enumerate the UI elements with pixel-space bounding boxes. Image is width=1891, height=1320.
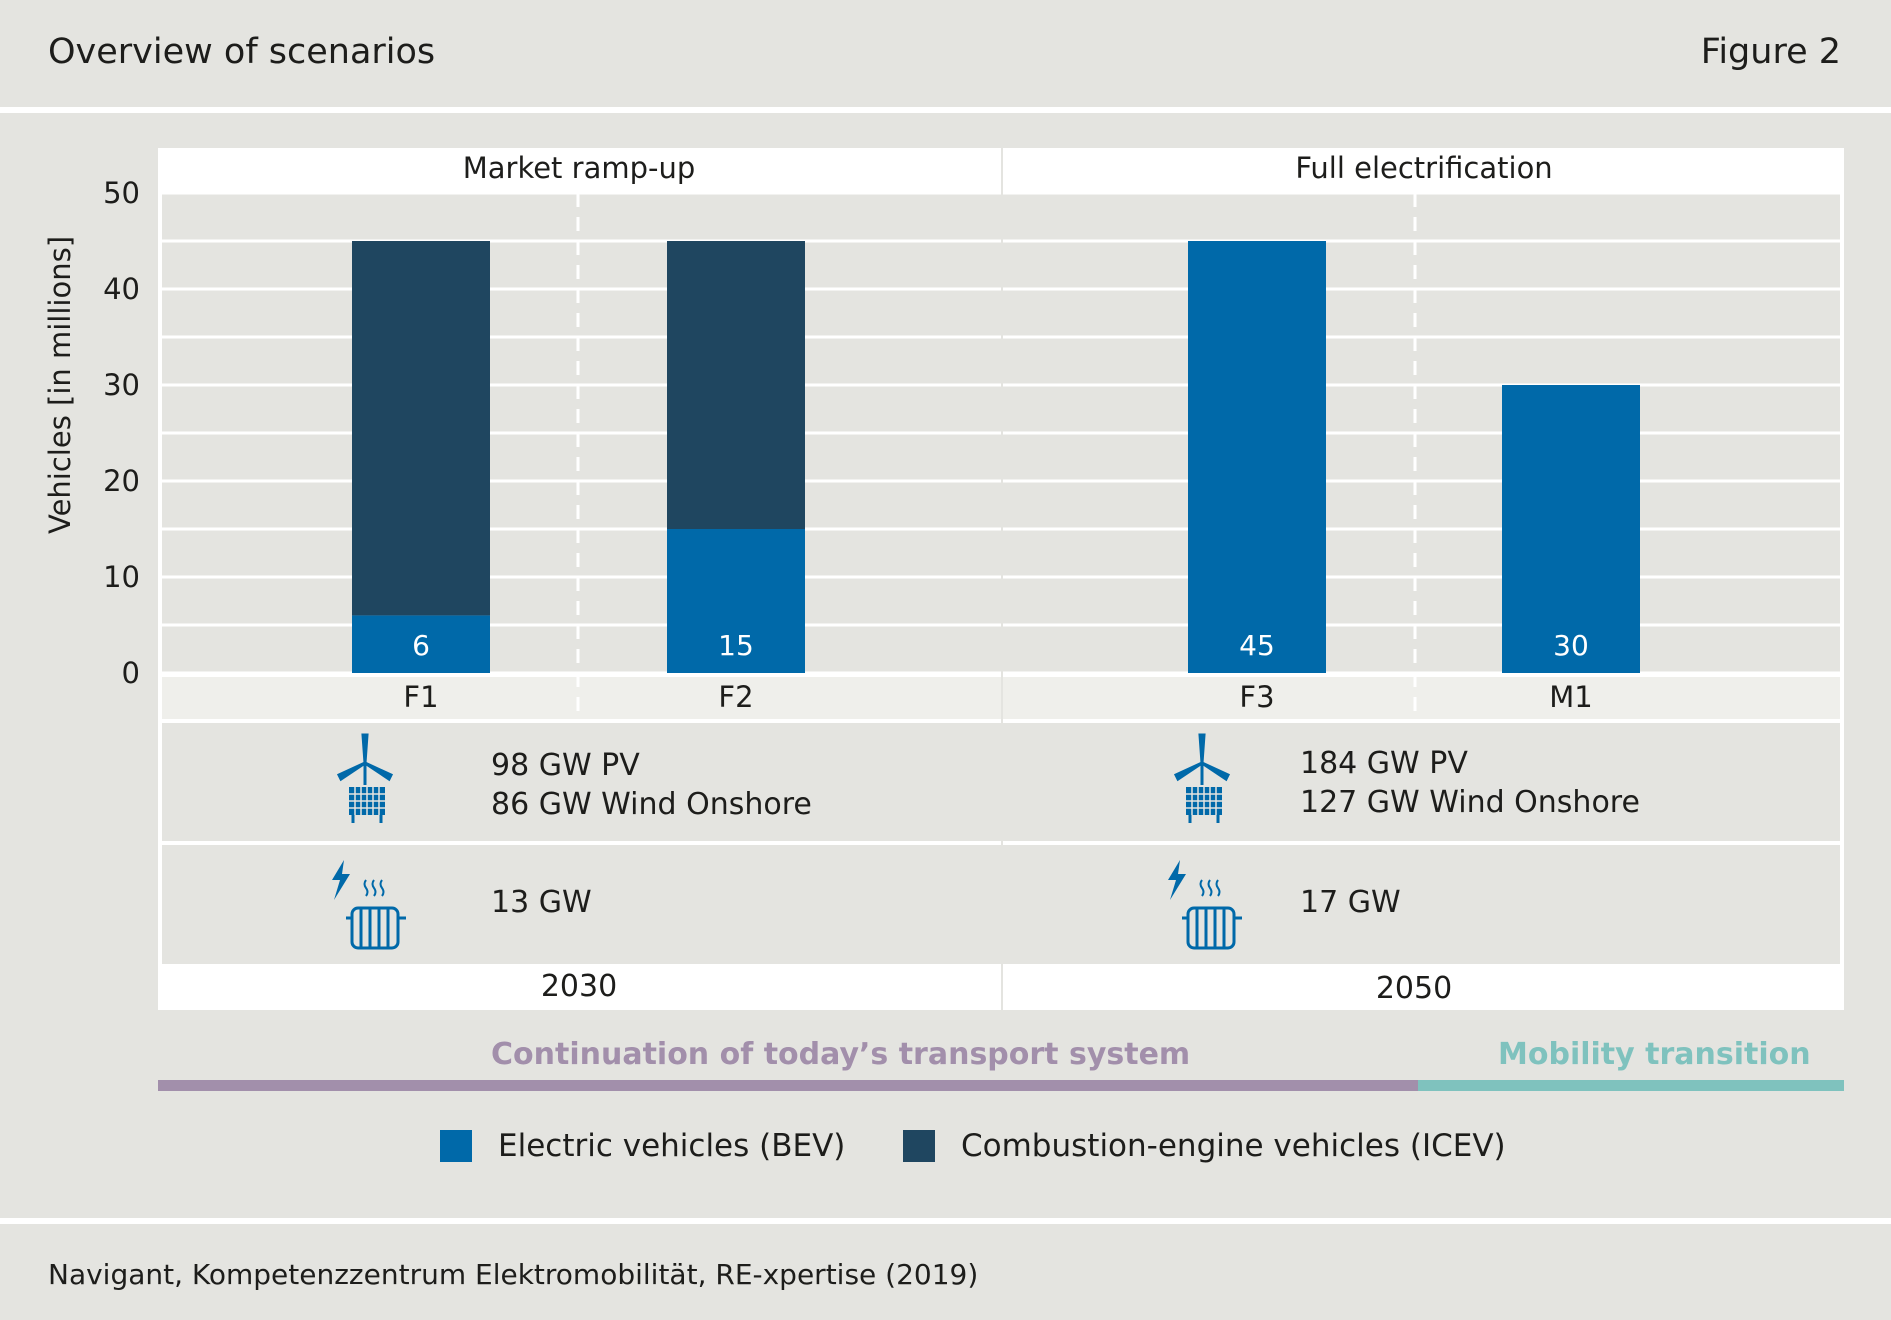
capacity-text-right-1: 184 GW PV [1300,746,1468,781]
legend-swatch-icev [903,1130,935,1162]
legend-label-icev: Combustion-engine vehicles (ICEV) [961,1128,1506,1164]
heat-capacity-right: 17 GW [1300,885,1401,920]
group-label-right: Full electrification [1295,151,1552,185]
bar-f1-bev [352,615,490,673]
data-label-m1: 30 [1553,629,1589,662]
page-title: Overview of scenarios [48,32,436,72]
category-row-right [1003,677,1840,719]
heat-capacity-left: 13 GW [491,885,592,920]
source-note: Navigant, Kompetenzzentrum Elektromobili… [48,1258,979,1291]
x-label-m1: M1 [1549,680,1592,714]
y-tick-label: 50 [103,176,140,210]
figure-number: Figure 2 [1700,32,1841,72]
wind-turbine-solar-icon [336,733,394,823]
year-label-2030: 2030 [541,969,617,1004]
y-tick-label: 30 [103,368,140,402]
wind-turbine-solar-icon [1173,733,1231,823]
y-tick-label: 10 [103,560,140,594]
heat-row-right [1003,845,1840,964]
y-tick-label: 40 [103,272,140,306]
continuation-band [158,1080,1418,1091]
x-label-f1: F1 [403,680,438,714]
legend-item-bev: Electric vehicles (BEV) [440,1128,846,1164]
y-axis-ticks: 0 10 20 30 40 50 [103,176,140,690]
gridlines [162,191,1840,675]
transition-label: Mobility transition [1498,1037,1811,1072]
bar-f2-icev [667,241,805,529]
bar-f2-bev [667,529,805,673]
power-to-heat-radiator-icon [1168,860,1242,950]
scenario-dividers [576,193,1417,719]
x-axis-labels: F1 F2 F3 M1 [403,680,1592,714]
capacity-row-right [1003,723,1840,841]
bar-m1-bev [1502,385,1640,673]
power-to-heat-radiator-icon [332,860,406,950]
x-label-f3: F3 [1239,680,1274,714]
data-label-f2: 15 [718,629,754,662]
transition-band [1418,1080,1844,1091]
data-label-f1: 6 [412,629,430,662]
legend-item-icev: Combustion-engine vehicles (ICEV) [903,1128,1506,1164]
x-label-f2: F2 [718,680,753,714]
year-label-2050: 2050 [1376,971,1452,1006]
footer-divider [0,1218,1891,1224]
category-row-left [162,677,1001,719]
bar-f1-icev [352,241,490,616]
legend-swatch-bev [440,1130,472,1162]
continuation-label: Continuation of today’s transport system [491,1037,1191,1072]
y-axis-label: Vehicles [in millions] [43,236,77,534]
capacity-text-left-2: 86 GW Wind Onshore [491,787,812,822]
group-label-left: Market ramp-up [463,151,696,185]
header-divider [0,107,1891,113]
data-label-f3: 45 [1239,629,1275,662]
y-tick-label: 20 [103,464,140,498]
capacity-row-left [162,723,1001,841]
bars: 6 15 45 30 [352,241,1640,673]
capacity-text-left-1: 98 GW PV [491,748,640,783]
y-tick-label: 0 [122,656,140,690]
capacity-text-right-2: 127 GW Wind Onshore [1300,785,1640,820]
legend-label-bev: Electric vehicles (BEV) [498,1128,846,1164]
bar-f3-bev [1188,241,1326,673]
heat-row-left [162,845,1001,964]
